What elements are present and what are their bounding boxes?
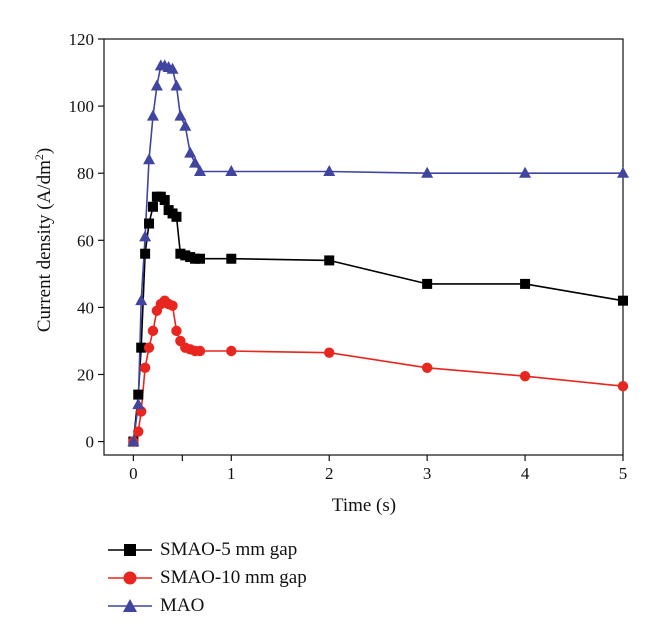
x-tick-label: 1 — [227, 464, 236, 483]
data-point-triangle — [519, 166, 532, 178]
y-tick-label: 100 — [69, 97, 95, 116]
legend-label-smao-10mm: SMAO-10 mm gap — [160, 567, 307, 588]
data-point-square — [144, 218, 155, 229]
x-tick-label: 4 — [521, 464, 530, 483]
y-tick-label: 40 — [77, 298, 94, 317]
legend-item-mao: MAO — [108, 592, 528, 620]
y-axis-label-close: ) — [34, 148, 55, 154]
data-point-triangle — [617, 166, 629, 178]
data-point-triangle — [174, 109, 187, 121]
legend: SMAO-5 mm gap SMAO-10 mm gap MAO — [108, 536, 528, 620]
y-tick-label: 0 — [86, 433, 95, 452]
y-tick-label: 120 — [69, 30, 95, 49]
legend-label-smao-5mm: SMAO-5 mm gap — [160, 539, 298, 560]
data-point-triangle — [189, 156, 202, 168]
plot-frame — [103, 38, 624, 456]
y-axis-label-main: Current density (A/dm — [34, 160, 55, 332]
x-axis-ticks: 0 1 2 3 4 5 — [129, 455, 627, 483]
data-point-triangle — [170, 79, 183, 91]
data-point-square — [226, 253, 237, 264]
data-point-square — [147, 201, 158, 212]
data-point-square — [159, 195, 170, 206]
data-point-circle — [617, 381, 629, 392]
data-point-circle — [324, 347, 335, 358]
data-point-circle — [139, 362, 151, 373]
data-point-square — [136, 342, 147, 353]
data-point-square — [324, 255, 335, 266]
legend-swatch-circle — [108, 571, 152, 585]
data-point-square — [171, 211, 182, 222]
y-axis-label-superscript: 2 — [32, 154, 46, 160]
data-point-triangle — [225, 165, 238, 177]
data-point-triangle — [184, 146, 197, 158]
data-point-circle — [147, 325, 159, 337]
data-point-triangle — [193, 165, 206, 177]
legend-label-mao: MAO — [160, 595, 205, 616]
data-point-triangle — [132, 398, 145, 410]
data-point-triangle — [146, 109, 159, 121]
x-tick-label: 2 — [325, 464, 334, 483]
plot-area — [103, 38, 624, 456]
y-axis-ticks: 0 20 40 60 80 100 120 — [69, 30, 104, 452]
data-point-circle — [171, 325, 182, 337]
series-lines — [132, 65, 624, 442]
series-line-3 — [132, 65, 623, 442]
data-point-circle — [421, 362, 433, 373]
data-point-triangle — [421, 166, 434, 178]
data-point-square — [194, 253, 205, 264]
y-axis-label: Current density (A/dm2) — [32, 148, 55, 332]
y-tick-label: 20 — [77, 365, 94, 384]
data-point-circle — [143, 342, 155, 353]
data-point-square — [520, 278, 531, 289]
data-point-circle — [167, 300, 178, 311]
x-axis-label: Time (s) — [332, 495, 396, 516]
data-point-circle — [133, 426, 144, 437]
series-line-2 — [132, 299, 624, 442]
data-point-square — [618, 295, 628, 306]
data-point-triangle — [139, 230, 152, 242]
data-point-triangle — [150, 79, 163, 91]
data-point-triangle — [323, 165, 336, 177]
legend-item-smao-5mm: SMAO-5 mm gap — [108, 536, 528, 564]
x-tick-label: 5 — [619, 464, 628, 483]
x-tick-label: 3 — [423, 464, 432, 483]
legend-swatch-triangle — [108, 599, 152, 612]
data-point-triangle — [127, 435, 140, 447]
series-markers — [127, 59, 629, 447]
series-line-1 — [132, 195, 624, 442]
y-tick-label: 60 — [77, 231, 94, 250]
data-point-square — [422, 278, 433, 289]
y-tick-label: 80 — [77, 164, 94, 183]
x-tick-label: 0 — [129, 464, 138, 483]
data-point-square — [140, 248, 151, 259]
legend-item-smao-10mm: SMAO-10 mm gap — [108, 564, 528, 592]
data-point-circle — [194, 345, 206, 357]
data-point-triangle — [135, 294, 148, 306]
data-point-triangle — [179, 119, 192, 131]
data-point-circle — [519, 370, 531, 382]
data-point-triangle — [143, 153, 156, 165]
data-point-circle — [226, 345, 237, 357]
legend-swatch-square — [108, 544, 152, 556]
data-point-triangle — [166, 62, 179, 74]
data-point-square — [133, 389, 144, 400]
